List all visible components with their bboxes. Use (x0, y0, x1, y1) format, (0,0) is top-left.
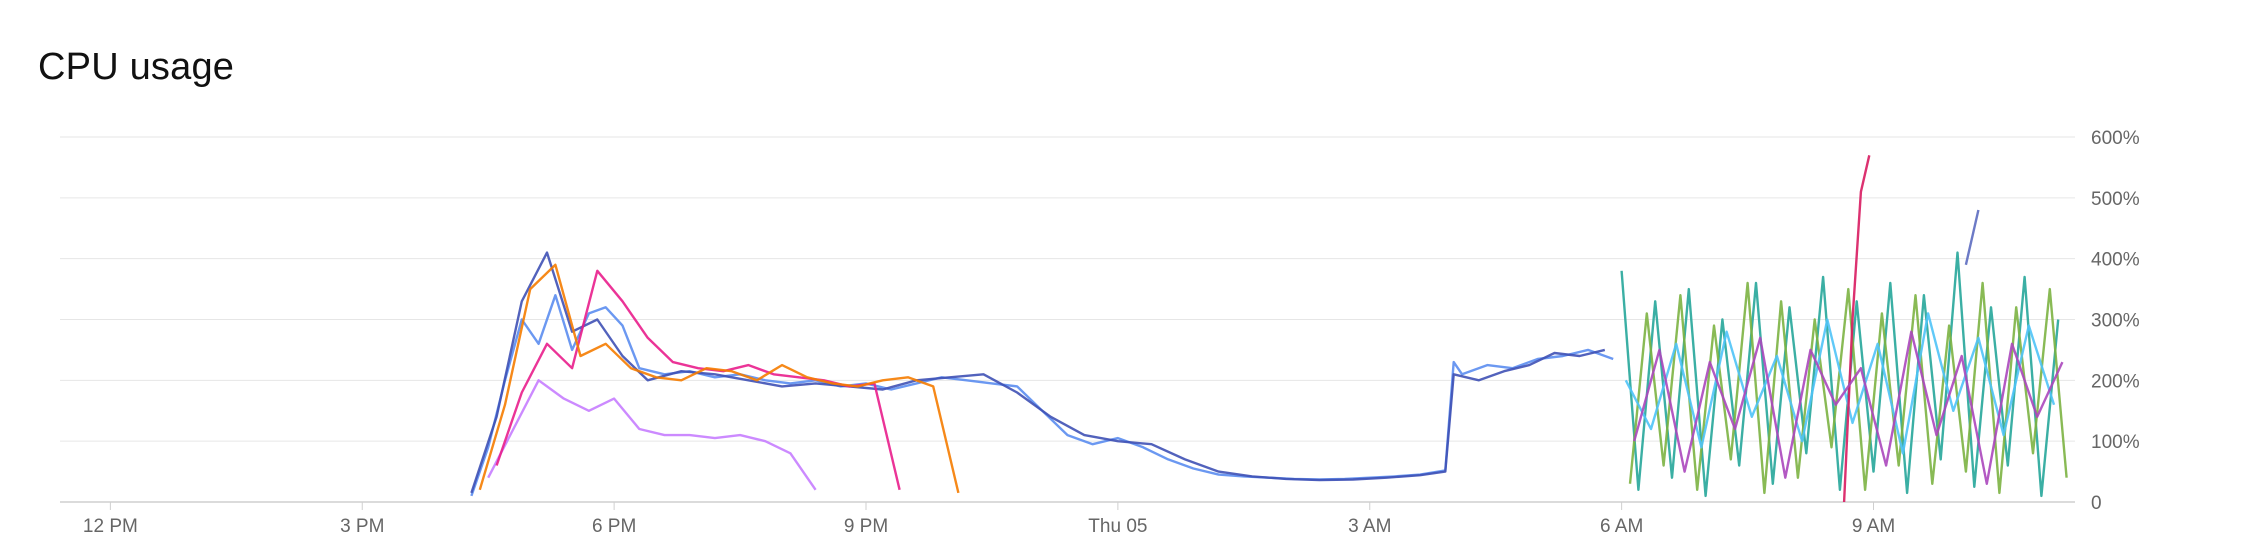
x-tick-label: 6 AM (1600, 516, 1643, 537)
x-tick-label: 3 AM (1348, 516, 1391, 537)
y-tick-label: 0 (2091, 493, 2102, 514)
y-tick-label: 100% (2091, 432, 2140, 453)
series-line-8 (1624, 312, 2056, 455)
x-tick-label: Thu 05 (1088, 516, 1147, 537)
x-tick-label: 12 PM (83, 516, 138, 537)
x-tick-label: 6 PM (592, 516, 636, 537)
series-lines (470, 155, 2068, 503)
y-tick-label: 200% (2091, 371, 2140, 392)
series-line-10 (1964, 209, 1980, 266)
chart-title: CPU usage (38, 46, 235, 88)
series-line-11 (1633, 330, 2064, 485)
series-line-5 (478, 263, 960, 494)
series-line-3 (487, 379, 817, 491)
grid-lines (60, 136, 2075, 503)
y-tick-label: 400% (2091, 250, 2140, 271)
y-axis: 0 100% 200% 300% 400% 500% 600% (2091, 128, 2140, 514)
x-tick-label: 3 PM (340, 516, 384, 537)
series-line-1 (470, 294, 1614, 497)
y-tick-label: 600% (2091, 128, 2140, 149)
x-axis: 12 PM 3 PM 6 PM 9 PM Thu 05 3 AM 6 AM 9 AM (83, 502, 1895, 537)
series-line-2 (470, 251, 1606, 494)
series-line-7 (1628, 281, 2068, 495)
x-tick-label: 9 AM (1852, 516, 1895, 537)
x-tick-label: 9 PM (844, 516, 888, 537)
series-line-9 (1842, 155, 1871, 503)
y-tick-label: 500% (2091, 189, 2140, 210)
y-tick-label: 300% (2091, 311, 2140, 332)
